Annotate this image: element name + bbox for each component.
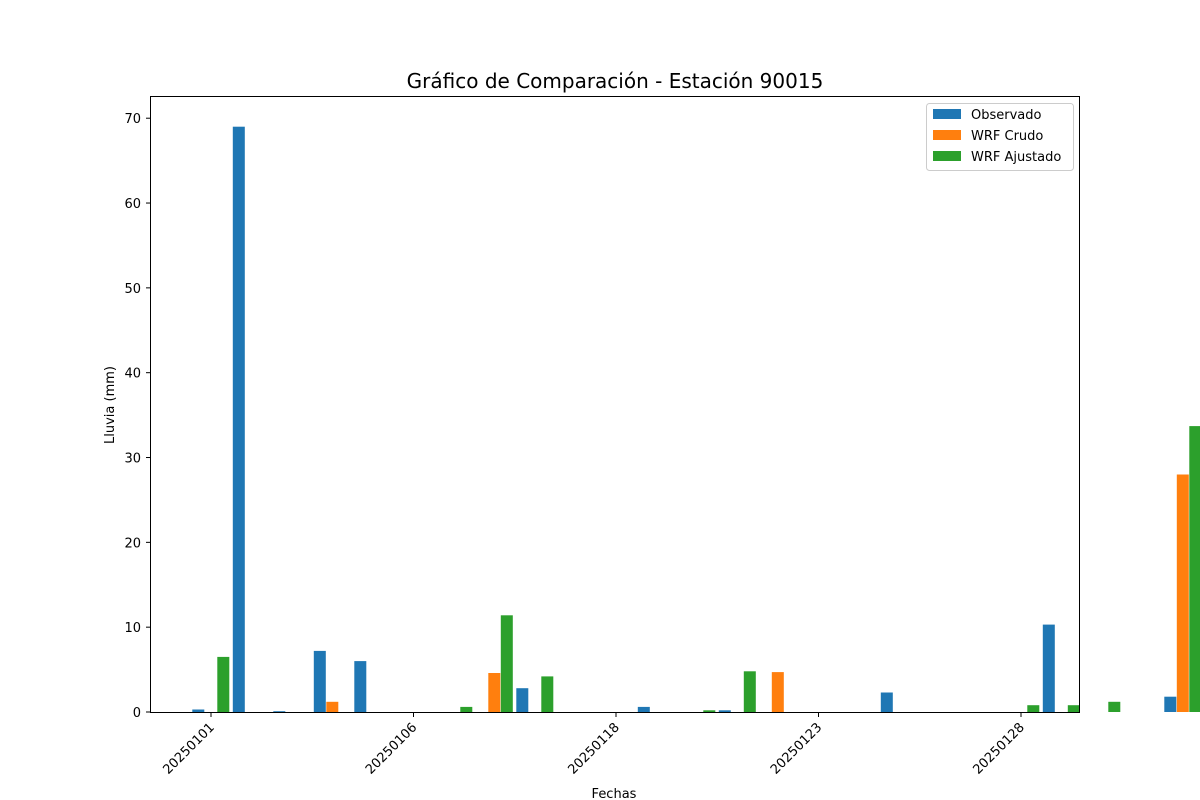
- x-axis-label: Fechas: [592, 787, 637, 800]
- y-tick-label: 0: [133, 706, 141, 721]
- y-axis-ticks: 0 10 20 30 40 50 60 70: [124, 112, 151, 721]
- bar-observado: [192, 709, 205, 712]
- bar-observado: [516, 688, 529, 712]
- bar-wrf-crudo: [1176, 474, 1189, 712]
- bar-wrf-ajustado: [460, 706, 473, 712]
- bar-wrf-ajustado: [1108, 701, 1121, 712]
- bar-observado: [273, 711, 286, 712]
- x-axis-ticks: 20250101 20250106 20250118 20250123 20250128: [160, 712, 1028, 778]
- bar-observado: [1042, 624, 1055, 712]
- y-tick-label: 60: [124, 197, 141, 212]
- bar-observado: [354, 661, 367, 712]
- bar-observado: [880, 692, 893, 712]
- bar-observado: [637, 706, 650, 712]
- chart-title: Gráfico de Comparación - Estación 90015: [407, 69, 824, 93]
- legend-swatch-wrf-crudo: [933, 130, 961, 140]
- legend: Observado WRF Crudo WRF Ajustado: [926, 103, 1074, 171]
- bar-observado: [313, 650, 326, 712]
- x-tick-label: 20250123: [768, 720, 825, 777]
- legend-frame: [926, 103, 1074, 171]
- y-axis-label: Lluvia (mm): [103, 366, 118, 444]
- y-tick-label: 50: [124, 282, 141, 297]
- bar-wrf-crudo: [488, 673, 501, 712]
- bar-wrf-ajustado: [541, 676, 554, 712]
- bar-wrf-ajustado: [1067, 705, 1080, 712]
- legend-label-wrf-crudo: WRF Crudo: [971, 129, 1043, 144]
- legend-swatch-wrf-ajustado: [933, 151, 961, 161]
- x-tick-label: 20250106: [363, 720, 420, 777]
- bar-wrf-ajustado: [217, 656, 230, 712]
- y-tick-label: 70: [124, 112, 141, 127]
- legend-swatch-observado: [933, 109, 961, 119]
- y-tick-label: 40: [124, 367, 141, 382]
- plot-frame: [150, 96, 1080, 713]
- bar-wrf-ajustado: [1189, 426, 1200, 712]
- y-tick-label: 10: [124, 621, 141, 636]
- legend-label-observado: Observado: [971, 108, 1042, 123]
- x-tick-label: 20250128: [970, 720, 1027, 777]
- bar-wrf-ajustado: [743, 671, 756, 712]
- bar-observado: [232, 126, 245, 712]
- bar-wrf-ajustado: [500, 615, 513, 712]
- bar-wrf-crudo: [771, 672, 784, 712]
- bar-observado: [718, 710, 731, 712]
- x-tick-label: 20250118: [565, 720, 622, 777]
- y-tick-label: 30: [124, 452, 141, 467]
- bar-wrf-ajustado: [1027, 705, 1040, 712]
- bars-layer: [192, 126, 1200, 712]
- bar-wrf-crudo: [326, 701, 339, 712]
- x-tick-label: 20250101: [160, 720, 217, 777]
- legend-label-wrf-ajustado: WRF Ajustado: [971, 150, 1061, 165]
- bar-observado: [1164, 696, 1177, 712]
- y-tick-label: 20: [124, 536, 141, 551]
- bar-wrf-ajustado: [703, 710, 716, 712]
